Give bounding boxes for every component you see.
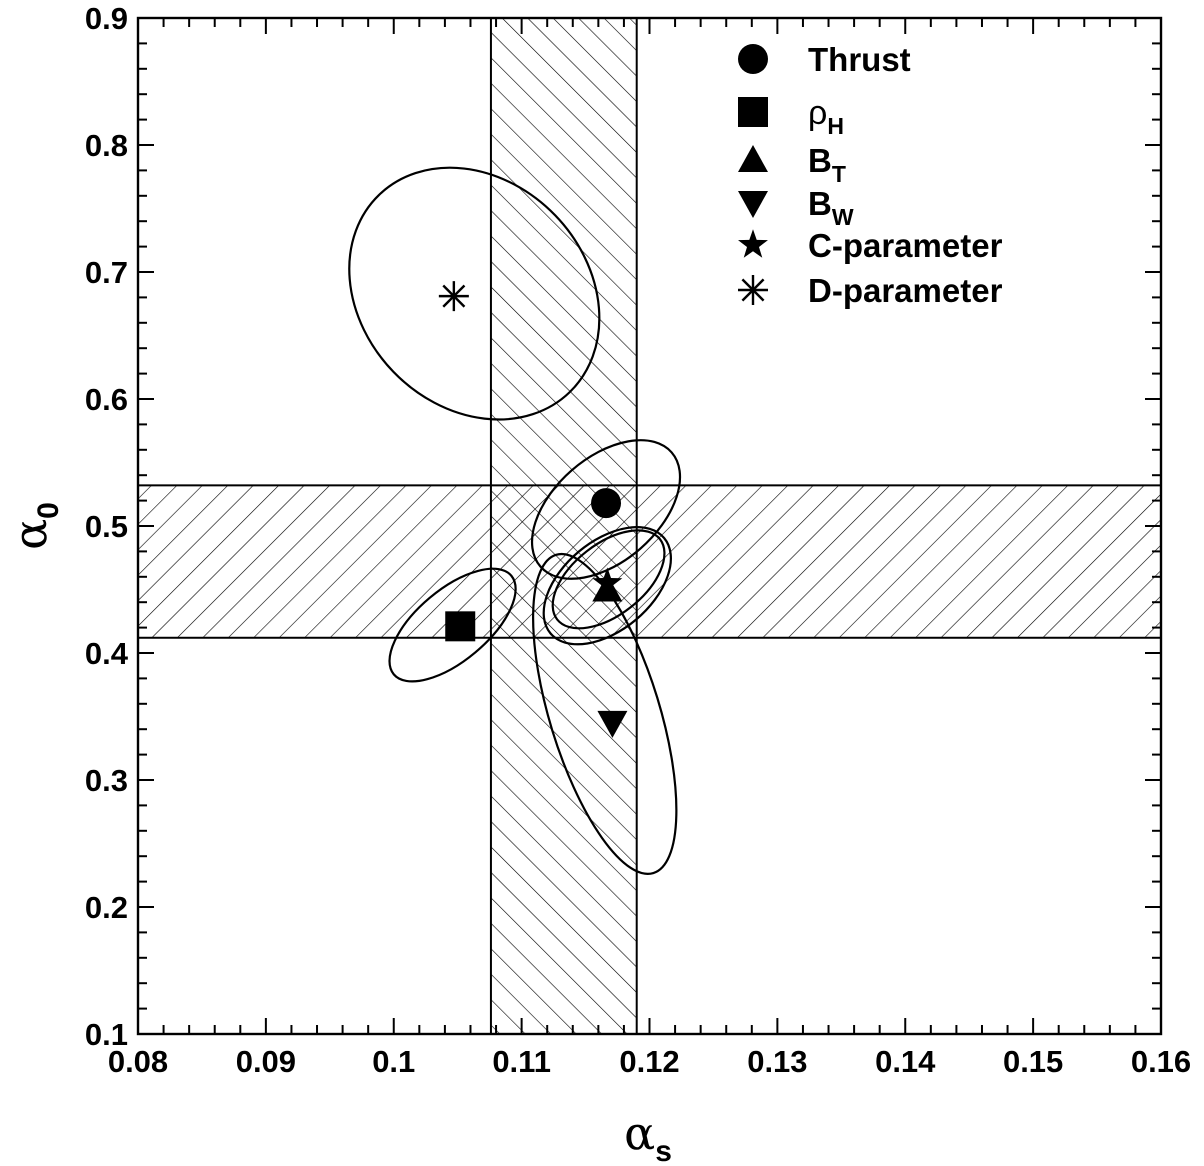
marker-bw: [597, 710, 628, 738]
y-tick-label: 0.7: [85, 255, 128, 290]
ellipse-d-parameter: [348, 166, 601, 421]
legend-marker-thrust: [738, 44, 768, 74]
x-tick-label: 0.08: [108, 1044, 168, 1079]
legend-item-d-parameter: D-parameter: [738, 272, 1003, 309]
x-axis-title: αs: [624, 1106, 672, 1166]
ellipse-c-parameter: [542, 526, 672, 646]
legend-item-c-parameter: C-parameter: [738, 227, 1003, 264]
legend-marker--h: [738, 97, 768, 127]
x-tick-label: 0.15: [1003, 1044, 1063, 1079]
axis-titles: αs α0: [3, 502, 672, 1166]
x-tick-label: 0.1: [372, 1044, 415, 1079]
x-tick-label: 0.16: [1131, 1044, 1191, 1079]
x-tick-label: 0.09: [236, 1044, 296, 1079]
ellipse-bt: [551, 529, 666, 630]
ellipse-thrust: [530, 439, 682, 580]
marker-thrust: [591, 488, 622, 519]
marker-d-parameter: [438, 281, 469, 312]
markers-layer: [438, 281, 628, 738]
y-axis-title: α0: [3, 502, 65, 550]
y-tick-label: 0.6: [85, 382, 128, 417]
marker--h: [445, 611, 476, 642]
x-tick-label: 0.14: [875, 1044, 936, 1079]
legend-label-bw: BW: [808, 185, 854, 230]
legend-marker-bt: [738, 145, 768, 172]
legend-label-thrust: Thrust: [808, 41, 911, 78]
legend-item-bt: BT: [738, 142, 846, 187]
ellipse-bw: [532, 552, 678, 875]
y-tick-label: 0.4: [85, 636, 129, 671]
bands-layer: [138, 18, 1161, 1034]
y-tick-label: 0.8: [85, 128, 128, 163]
legend-label-d-parameter: D-parameter: [808, 272, 1003, 309]
y-tick-label: 0.5: [85, 509, 128, 544]
legend-marker-d-parameter: [738, 275, 768, 305]
axes-layer: 0.08 0.09 0.1 0.11 0.12 0.13 0.14 0.15 0.16 0.1 0.…: [85, 1, 1191, 1079]
y-tick-label: 0.1: [85, 1017, 128, 1052]
y-tick-label: 0.9: [85, 1, 128, 36]
y-tick-label: 0.2: [85, 890, 128, 925]
legend-marker-bw: [738, 191, 768, 218]
legend-item-bw: BW: [738, 185, 854, 230]
y-tick-label: 0.3: [85, 763, 128, 798]
legend-marker-c-parameter: [738, 229, 768, 258]
legend-label-c-parameter: C-parameter: [808, 227, 1003, 264]
legend-label--h: ρH: [808, 94, 844, 139]
legend-item-thrust: Thrust: [738, 41, 911, 78]
x-tick-label: 0.12: [619, 1044, 679, 1079]
ellipses-layer: [348, 166, 682, 875]
marker-c-parameter: [592, 567, 623, 596]
legend-label-bt: BT: [808, 142, 846, 187]
x-tick-label: 0.11: [492, 1044, 551, 1079]
legend-item--h: ρH: [738, 94, 844, 139]
x-tick-label: 0.13: [747, 1044, 807, 1079]
ellipse--h: [388, 567, 517, 683]
band-y: [138, 484, 1161, 639]
